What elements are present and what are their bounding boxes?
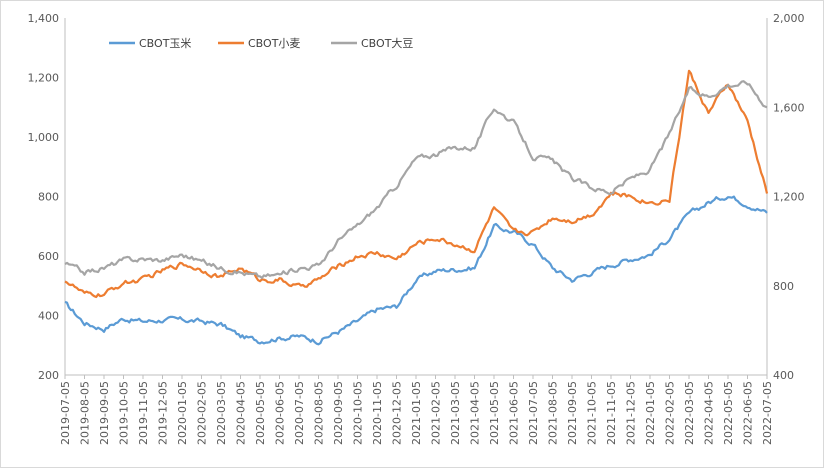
x-tick-label: 2020-11-05 — [371, 381, 384, 445]
x-tick-label: 2019-10-05 — [118, 381, 131, 445]
x-tick-label: 2021-11-05 — [605, 381, 618, 445]
y2-tick-label: 1,200 — [773, 191, 805, 204]
legend-label: CBOT玉米 — [139, 37, 191, 50]
x-tick-label: 2022-07-05 — [761, 381, 774, 445]
x-tick-label: 2019-11-05 — [137, 381, 150, 445]
x-tick-label: 2022-06-05 — [742, 381, 755, 445]
series-line-2 — [64, 69, 769, 299]
y-tick-label: 1,400 — [28, 12, 60, 25]
x-tick-label: 2022-02-05 — [664, 381, 677, 445]
x-tick-label: 2021-07-05 — [527, 381, 540, 445]
x-tick-label: 2021-03-05 — [449, 381, 462, 445]
series-line-1 — [64, 195, 768, 346]
legend-label: CBOT大豆 — [361, 36, 413, 50]
x-tick-label: 2022-01-05 — [644, 381, 657, 445]
x-tick-label: 2021-04-05 — [469, 381, 482, 445]
x-tick-label: 2020-06-05 — [274, 381, 287, 445]
y-tick-label: 1,000 — [28, 131, 60, 144]
x-tick-label: 2020-04-05 — [235, 381, 248, 445]
y-tick-label: 1,200 — [28, 72, 60, 85]
y-tick-label: 600 — [38, 250, 59, 263]
x-tick-label: 2021-02-05 — [430, 381, 443, 445]
x-tick-label: 2020-02-05 — [196, 381, 209, 445]
series-line-3 — [64, 80, 768, 279]
x-tick-label: 2019-08-05 — [79, 381, 92, 445]
x-tick-label: 2021-06-05 — [508, 381, 521, 445]
x-tick-label: 2021-01-05 — [410, 381, 423, 445]
y-tick-label: 800 — [38, 191, 59, 204]
y2-tick-label: 1,600 — [773, 101, 805, 114]
x-tick-label: 2021-09-05 — [566, 381, 579, 445]
x-tick-label: 2022-04-05 — [703, 381, 716, 445]
legend-label: CBOT小麦 — [248, 37, 300, 50]
x-tick-label: 2020-05-05 — [254, 381, 267, 445]
x-tick-label: 2022-03-05 — [683, 381, 696, 445]
x-tick-label: 2020-01-05 — [176, 381, 189, 445]
y-tick-label: 400 — [38, 310, 59, 323]
x-tick-label: 2019-09-05 — [98, 381, 111, 445]
x-tick-label: 2020-03-05 — [215, 381, 228, 445]
x-tick-label: 2021-12-05 — [625, 381, 638, 445]
y2-tick-label: 2,000 — [773, 12, 805, 25]
x-tick-label: 2021-10-05 — [586, 381, 599, 445]
x-tick-label: 2021-08-05 — [547, 381, 560, 445]
x-tick-label: 2020-09-05 — [332, 381, 345, 445]
y2-tick-label: 400 — [773, 369, 794, 382]
y2-tick-label: 800 — [773, 280, 794, 293]
x-tick-label: 2020-10-05 — [352, 381, 365, 445]
x-tick-label: 2021-05-05 — [488, 381, 501, 445]
x-tick-label: 2020-08-05 — [313, 381, 326, 445]
x-tick-label: 2020-12-05 — [391, 381, 404, 445]
x-tick-label: 2019-07-05 — [59, 381, 72, 445]
y-tick-label: 200 — [38, 369, 59, 382]
x-tick-label: 2022-05-05 — [722, 381, 735, 445]
x-tick-label: 2019-12-05 — [157, 381, 170, 445]
x-tick-label: 2020-07-05 — [293, 381, 306, 445]
